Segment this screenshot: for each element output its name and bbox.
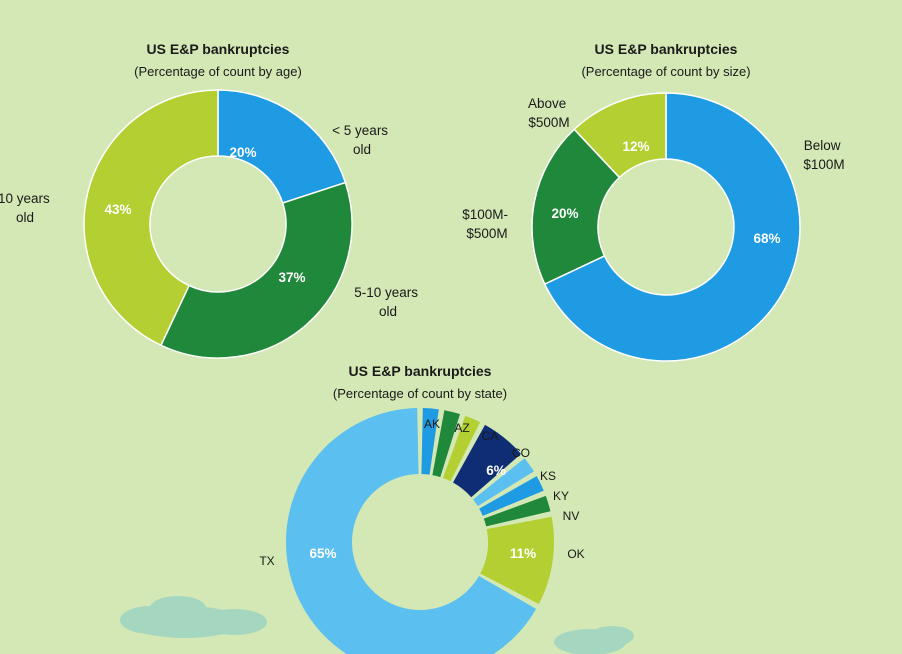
- chart-title: US E&P bankruptcies: [349, 363, 492, 379]
- slice-label: AK: [424, 417, 440, 431]
- slice-label: CO: [512, 446, 530, 460]
- slice-label: < 5 years old: [332, 123, 392, 157]
- slice-label: CA: [482, 429, 499, 443]
- slice-label: KS: [540, 469, 556, 483]
- donut-slices: [286, 408, 555, 654]
- slice-label: OK: [567, 547, 584, 561]
- slice-label: 5-10 years old: [354, 285, 422, 319]
- slice-value-label: 20%: [551, 206, 578, 221]
- cloud-right: [554, 626, 634, 654]
- donut-slice: [217, 89, 347, 204]
- chart-size: US E&P bankruptcies (Percentage of count…: [462, 41, 845, 362]
- donut-slice: [286, 408, 537, 654]
- slice-label: Below $100M: [803, 138, 844, 172]
- donut-slice: [83, 89, 219, 347]
- donut-slice: [479, 476, 544, 516]
- donut-slices: [531, 92, 801, 362]
- donut-slice: [473, 458, 534, 507]
- slice-value-label: 12%: [622, 139, 649, 154]
- donut-slice: [573, 92, 667, 179]
- slice-label: $100M- $500M: [462, 207, 512, 241]
- slice-value-label: 43%: [104, 202, 131, 217]
- donut-slices: [83, 89, 353, 359]
- slice-value-label: 37%: [278, 270, 305, 285]
- donut-slice: [480, 516, 555, 605]
- donut-slice: [159, 181, 353, 359]
- cloud-left: [120, 596, 267, 638]
- chart-age: US E&P bankruptcies (Percentage of count…: [0, 41, 422, 359]
- slice-label: 10 years old: [0, 191, 54, 225]
- slice-value-label: 68%: [753, 231, 780, 246]
- slice-label: Above $500M: [528, 96, 570, 130]
- slice-value-label: 11%: [510, 546, 536, 561]
- donut-slice: [432, 410, 460, 478]
- chart-subtitle: (Percentage of count by state): [333, 386, 507, 401]
- chart-state: US E&P bankruptcies (Percentage of count…: [259, 363, 585, 654]
- slice-label: KY: [553, 489, 569, 503]
- slice-label: AZ: [454, 421, 469, 435]
- chart-title: US E&P bankruptcies: [147, 41, 290, 57]
- donut-slice: [421, 408, 439, 475]
- slice-value-label: 20%: [229, 145, 256, 160]
- donut-slice: [543, 92, 801, 362]
- chart-title: US E&P bankruptcies: [595, 41, 738, 57]
- chart-subtitle: (Percentage of count by age): [134, 64, 302, 79]
- donut-slice: [531, 128, 621, 286]
- slice-label: TX: [259, 554, 274, 568]
- slice-value-label: 6%: [486, 463, 506, 478]
- chart-subtitle: (Percentage of count by size): [581, 64, 750, 79]
- donut-slice: [453, 424, 521, 498]
- slice-value-label: 65%: [309, 546, 336, 561]
- slice-label: NV: [563, 509, 580, 523]
- donut-slice: [442, 415, 481, 482]
- donut-slice: [483, 495, 551, 527]
